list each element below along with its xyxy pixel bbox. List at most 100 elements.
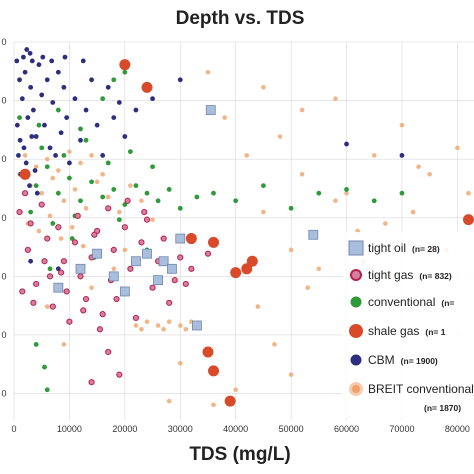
data-point-cbm [72, 96, 78, 102]
data-point-breit-conventional [410, 209, 416, 215]
data-point-tight-gas [166, 299, 173, 306]
data-point-conventional [50, 221, 56, 226]
data-points [14, 47, 474, 408]
data-point-tight-gas [41, 258, 48, 265]
data-point-breit-conventional [261, 209, 266, 215]
chart-title: Depth vs. TDS [176, 8, 305, 29]
data-point-tight-gas [63, 288, 70, 295]
data-point-conventional [260, 183, 266, 189]
data-point-shale-gas [141, 81, 153, 93]
data-point-tight-oil [92, 248, 103, 259]
data-point-breit-conventional [39, 190, 45, 196]
data-point-breit-conventional [58, 236, 64, 241]
data-point-tight-gas [49, 303, 56, 310]
data-point-tight-gas [44, 235, 51, 242]
data-point-tight-oil [158, 256, 169, 267]
data-point-breit-conventional [155, 323, 161, 328]
y-axis-ticks: 0 0 0 0 0 0 0 [1, 37, 6, 399]
data-point-shale-gas [208, 236, 220, 248]
data-point-tight-gas [80, 307, 87, 314]
data-point-breit-conventional [166, 319, 172, 325]
data-point-tight-gas [121, 224, 128, 231]
legend-label: BREIT conventional [368, 382, 474, 396]
x-tick-label: 40000 [223, 424, 248, 434]
data-point-cbm [30, 107, 36, 113]
data-point-breit-conventional [61, 342, 67, 347]
data-point-breit-conventional [139, 198, 144, 204]
data-point-tight-oil [119, 286, 130, 297]
data-point-breit-conventional [61, 198, 67, 204]
legend-marker [349, 324, 363, 338]
data-point-cbm [100, 153, 106, 158]
data-point-cbm [21, 145, 27, 151]
data-point-breit-conventional [56, 168, 61, 173]
data-point-breit-conventional [50, 175, 56, 181]
data-point-cbm [42, 122, 47, 128]
data-point-breit-conventional [333, 96, 338, 101]
data-point-tight-gas [88, 379, 95, 386]
data-point-cbm [36, 62, 42, 68]
data-point-breit-conventional [255, 304, 261, 309]
data-point-cbm [64, 115, 70, 120]
legend-count: (n= 1 [425, 327, 445, 337]
data-point-conventional [55, 190, 61, 196]
data-point-tight-gas [96, 326, 104, 333]
data-point-breit-conventional [277, 134, 283, 139]
data-point-breit-conventional [399, 122, 405, 128]
legend-marker [350, 354, 362, 366]
legend-label: shale gas [368, 324, 419, 338]
data-point-breit-conventional [299, 107, 305, 113]
x-tick-label: 20000 [112, 424, 137, 434]
data-point-conventional [42, 364, 47, 370]
data-point-conventional [116, 217, 122, 223]
data-point-cbm [28, 84, 34, 90]
data-point-tight-gas [160, 235, 167, 242]
data-point-tight-gas [66, 318, 73, 325]
data-point-breit-conventional [36, 228, 42, 234]
x-axis-label: TDS (mg/L) [189, 444, 290, 465]
x-tick-label: 10000 [57, 424, 82, 434]
data-point-cbm [32, 168, 38, 173]
data-point-breit-conventional [94, 179, 100, 185]
data-point-tight-gas [127, 265, 134, 272]
data-point-cbm [25, 115, 31, 120]
data-point-shale-gas [19, 168, 31, 180]
data-point-conventional [316, 190, 322, 196]
data-point-breit-conventional [69, 224, 75, 230]
data-point-breit-conventional [299, 172, 305, 177]
data-point-breit-conventional [344, 190, 349, 196]
data-point-tight-oil [108, 271, 119, 282]
data-point-breit-conventional [416, 164, 421, 170]
data-point-tight-gas [105, 205, 112, 212]
data-point-breit-conventional [47, 213, 53, 219]
data-point-breit-conventional [128, 183, 133, 188]
data-point-breit-conventional [466, 190, 471, 196]
data-point-cbm [49, 58, 55, 64]
data-point-tight-gas [38, 201, 45, 208]
data-point-tight-gas [99, 311, 106, 318]
legend-count: (n= 1870) [424, 403, 461, 413]
data-point-tight-oil [308, 229, 319, 240]
data-point-shale-gas [119, 59, 131, 71]
data-point-cbm [27, 183, 32, 189]
data-point-cbm [24, 47, 30, 52]
data-point-breit-conventional [161, 326, 166, 332]
y-tick-label: 0 [1, 389, 6, 399]
data-point-conventional [111, 77, 117, 83]
data-point-conventional [166, 187, 172, 192]
data-point-cbm [29, 134, 35, 139]
data-point-tight-gas [33, 280, 40, 288]
data-point-conventional [144, 190, 150, 196]
data-point-tight-gas [27, 220, 34, 227]
legend-count: (n= 1900) [401, 356, 438, 366]
data-point-tight-oil [191, 320, 202, 331]
data-point-cbm [344, 141, 349, 147]
data-point-conventional [194, 194, 200, 200]
data-point-cbm [133, 107, 139, 113]
data-point-cbm [44, 77, 50, 83]
data-point-cbm [21, 54, 26, 60]
data-point-conventional [233, 198, 239, 204]
data-point-cbm [177, 77, 183, 83]
data-point-conventional [105, 160, 111, 166]
